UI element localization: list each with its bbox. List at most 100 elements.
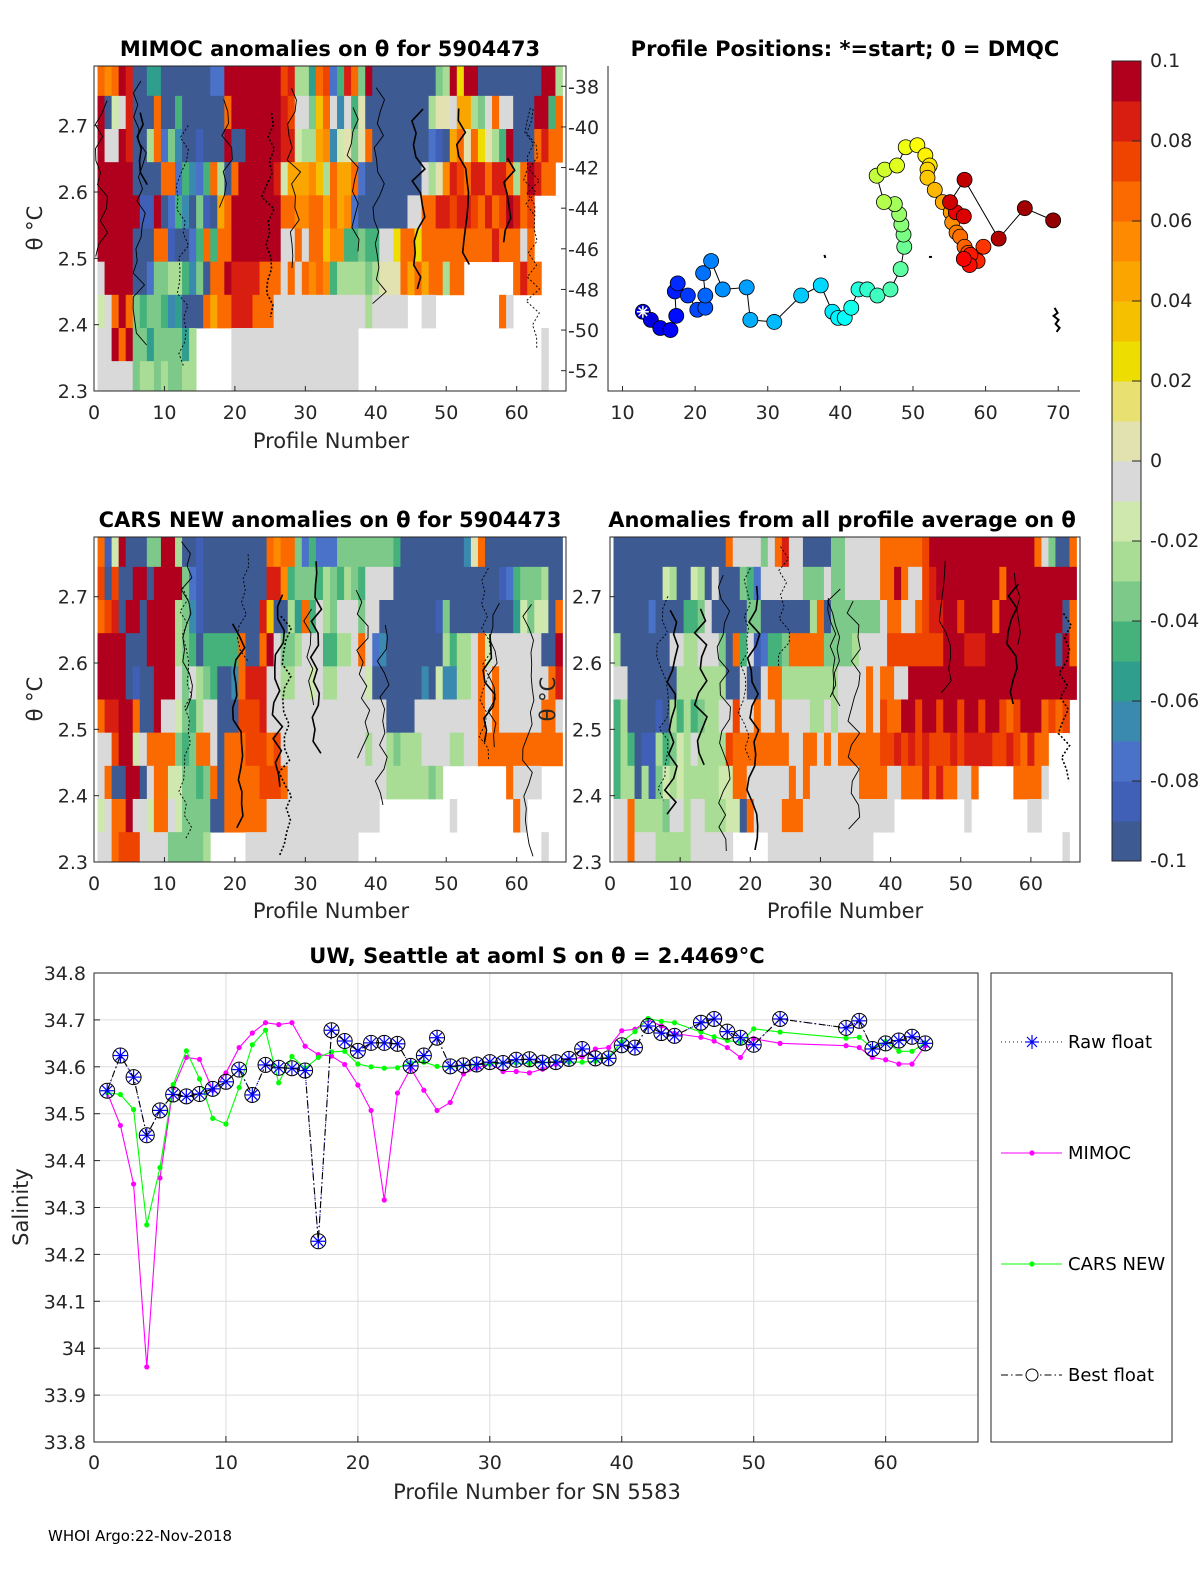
heatmap-cell (273, 732, 282, 767)
heatmap-cell (428, 129, 437, 163)
data-point (481, 1054, 498, 1071)
heatmap-cell (280, 294, 289, 329)
data-point (600, 1050, 617, 1067)
contour-line (372, 87, 387, 304)
heatmap-cell (203, 195, 211, 229)
heatmap-cell (704, 600, 713, 634)
heatmap-cell (477, 195, 486, 229)
heatmap-cell (259, 832, 267, 863)
heatmap-cell (111, 66, 120, 97)
heatmap-cell (527, 66, 535, 97)
heatmap-cell (104, 195, 113, 229)
heatmap-cell (153, 327, 162, 362)
heatmap-cell (830, 798, 839, 833)
heatmap-cell (767, 832, 776, 863)
heatmap-cell (1069, 537, 1077, 568)
heatmap-cell (428, 633, 437, 667)
heatmap-cell (1048, 633, 1056, 667)
heatmap-cell (189, 537, 197, 568)
heatmap-cell (182, 832, 190, 863)
heatmap-cell (760, 666, 769, 700)
heatmap-cell (463, 66, 472, 97)
heatmap-cell (210, 666, 218, 700)
profile-position-point (955, 208, 972, 225)
heatmap-cell (301, 361, 310, 392)
heatmap-cell (322, 195, 331, 229)
heatmap-cell (739, 600, 748, 634)
data-point (893, 1035, 905, 1046)
data-point (732, 1029, 749, 1046)
heatmap-cell (767, 732, 776, 767)
data-point (342, 1061, 348, 1068)
heatmap-cell (711, 832, 720, 863)
data-point (183, 1048, 189, 1054)
heatmap-cell (301, 666, 310, 700)
data-point (751, 1026, 757, 1032)
heatmap-cell (266, 537, 275, 568)
heatmap-cell (774, 765, 783, 800)
heatmap-cell (922, 600, 930, 634)
heatmap-cell (386, 600, 394, 634)
data-point (336, 1033, 353, 1050)
heatmap-cell (936, 633, 944, 667)
heatmap-cell (697, 600, 706, 634)
heatmap-cell (245, 228, 253, 263)
heatmap-cell (294, 95, 303, 130)
heatmap-cell (463, 600, 472, 634)
heatmap-cell (266, 129, 275, 163)
heatmap-cell (978, 600, 986, 634)
heatmap-cell (499, 600, 507, 634)
heatmap-cell (330, 537, 338, 568)
heatmap-cell (287, 732, 296, 767)
heatmap-cell (125, 129, 134, 163)
heatmap-cell (400, 633, 408, 667)
heatmap-cell (499, 294, 507, 329)
heatmap-cell (648, 537, 656, 568)
heatmap-cell (111, 537, 120, 568)
data-point (655, 1027, 667, 1039)
profile-position-point (812, 277, 829, 294)
heatmap-cell (97, 228, 105, 263)
heatmap-cell (894, 600, 902, 634)
heatmap-cell (555, 600, 563, 634)
heatmap-cell (259, 798, 267, 833)
heatmap-cell (322, 666, 331, 700)
heatmap-cell (1013, 537, 1021, 568)
heatmap-cell (704, 765, 713, 800)
heatmap-cell (676, 732, 685, 767)
data-point (692, 1014, 709, 1031)
heatmap-cell (386, 195, 394, 229)
heatmap-cell (922, 666, 930, 700)
heatmap-cell (139, 261, 148, 296)
heatmap-cell (845, 600, 853, 634)
heatmap-cell (189, 732, 197, 767)
heatmap-cell (774, 798, 783, 833)
heatmap-cell (655, 732, 664, 767)
heatmap-cell (760, 699, 769, 734)
data-point (856, 1034, 862, 1040)
data-point (471, 1059, 483, 1070)
colorbar-swatch (1112, 381, 1141, 422)
heatmap-cell (520, 261, 528, 296)
data-point (737, 1054, 744, 1061)
heatmap-cell (725, 765, 734, 800)
heatmap-cell (407, 699, 415, 734)
heatmap-cell (365, 666, 373, 700)
heatmap-cell (217, 162, 225, 196)
heatmap-cell (386, 537, 394, 568)
heatmap-cell (139, 732, 148, 767)
heatmap-cell (816, 666, 825, 700)
heatmap-cell (1020, 699, 1028, 734)
heatmap-cell (873, 566, 881, 601)
heatmap-cell (634, 633, 642, 667)
heatmap-cell (477, 162, 486, 196)
heatmap-cell (746, 633, 755, 667)
data-point (302, 1043, 308, 1049)
heatmap-cell (196, 633, 204, 667)
heatmap-cell (104, 327, 113, 362)
heatmap-cell (315, 129, 324, 163)
heatmap-cell (118, 765, 127, 800)
heatmap-cell (1006, 732, 1014, 767)
heatmap-cell (301, 633, 310, 667)
heatmap-cell (351, 633, 359, 667)
